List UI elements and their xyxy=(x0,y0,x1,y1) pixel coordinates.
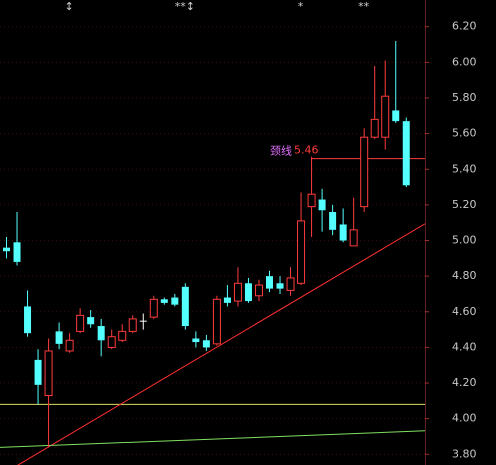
candle-body xyxy=(286,277,295,291)
candle-body xyxy=(128,318,137,332)
candle-body xyxy=(402,121,410,186)
candle-body xyxy=(13,242,21,262)
candle-body xyxy=(24,306,32,334)
candle-body xyxy=(392,110,400,122)
candle-body xyxy=(276,283,284,289)
neckline-label: 颈线 xyxy=(270,144,292,158)
candle-body xyxy=(3,247,10,252)
candle-body xyxy=(381,95,390,138)
candle-body xyxy=(97,326,105,341)
candle-body xyxy=(160,299,168,303)
candle-body xyxy=(254,284,263,297)
candle-body xyxy=(192,338,200,343)
candle-body xyxy=(139,320,147,322)
candle-body xyxy=(360,136,369,208)
candle-body xyxy=(244,283,252,302)
candle-body xyxy=(107,336,116,348)
candle-body xyxy=(307,193,316,208)
y-tick-label: 4.00 xyxy=(452,412,477,425)
y-tick-label: 4.40 xyxy=(452,340,477,353)
marker: * xyxy=(298,0,304,13)
candle-body xyxy=(87,317,95,325)
y-tick-label: 3.80 xyxy=(452,447,477,460)
plot-area xyxy=(0,26,425,465)
candle-body xyxy=(266,276,273,289)
trend-line xyxy=(0,430,425,448)
y-tick-label: 5.00 xyxy=(452,234,477,247)
candle-body xyxy=(297,220,306,284)
candle-body xyxy=(223,297,231,303)
trend-line xyxy=(17,223,425,465)
candle-body xyxy=(233,282,242,302)
candle-body xyxy=(318,199,326,211)
candle-body xyxy=(202,340,210,348)
candle-body xyxy=(76,314,85,332)
candle-body xyxy=(65,339,74,352)
y-tick-label: 5.60 xyxy=(452,127,477,140)
y-tick-label: 4.80 xyxy=(452,269,477,282)
candle-body xyxy=(181,286,189,327)
marker: ** xyxy=(358,0,370,13)
candle-body xyxy=(349,229,358,247)
y-tick-label: 5.80 xyxy=(452,91,477,104)
y-tick-label: 4.20 xyxy=(452,376,477,389)
marker: **↕ xyxy=(175,0,195,13)
candle-body xyxy=(34,359,42,385)
candle-body xyxy=(55,331,63,344)
candle-body xyxy=(212,298,221,345)
y-tick-label: 5.20 xyxy=(452,198,477,211)
candle-body xyxy=(370,118,379,138)
candle-body xyxy=(149,298,158,318)
y-tick-label: 6.20 xyxy=(452,20,477,33)
candle-body xyxy=(44,350,53,397)
y-tick-label: 6.00 xyxy=(452,55,477,68)
y-tick-label: 5.40 xyxy=(452,162,477,175)
candle-body xyxy=(118,330,127,341)
candle-body xyxy=(339,224,347,241)
neckline-value: 5.46 xyxy=(294,144,319,157)
marker: ↕ xyxy=(65,0,74,13)
candle-body xyxy=(329,212,337,230)
candle-body xyxy=(171,297,179,305)
y-tick-label: 4.60 xyxy=(452,305,477,318)
